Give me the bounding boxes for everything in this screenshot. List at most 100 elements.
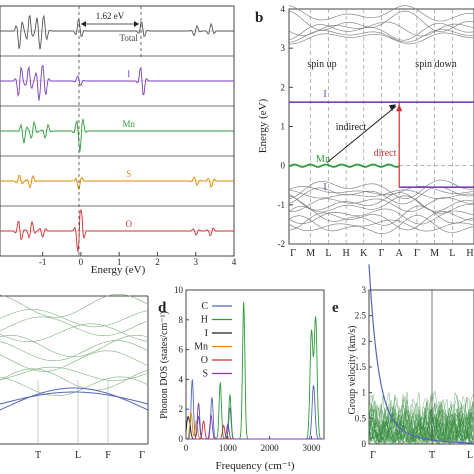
panel-b-y-ticks: -2 -1 0 1 2 3 4 (278, 4, 293, 249)
panel-d-y-tick-label: 10 (174, 285, 184, 295)
phonon-dos-curve-s (186, 403, 324, 440)
gap-label: 1.62 eV (96, 11, 125, 21)
band-line (288, 179, 474, 200)
panel-d-y-tick-label: 8 (179, 315, 184, 325)
indirect-label: indirect (336, 122, 367, 133)
gap-arrow (80, 21, 139, 27)
panel-b-y-axis-label: Energy (eV) (257, 98, 269, 153)
panel-d-y-axis-label: Phonon DOS (states/cm⁻¹) (159, 311, 170, 419)
panel-a-x-tick-label: 3 (193, 257, 198, 267)
group-velocity-curve (368, 409, 474, 444)
kpoint-label-k: K (360, 248, 368, 259)
acoustic-velocity-curve (368, 264, 473, 444)
dos-curve-mn (0, 118, 234, 152)
acoustic-band-line (0, 387, 149, 411)
band-line (288, 189, 474, 199)
panel-d-x-tick-label: 1000 (219, 443, 238, 453)
kpoint-label-t: T (35, 450, 41, 461)
panel-b-kpoint-lines (310, 9, 453, 244)
phonon-band-line (0, 368, 149, 391)
band-line (288, 5, 474, 22)
panel-e-y-tick-label: 1 (362, 388, 367, 398)
panel-b-label: b (255, 10, 263, 26)
panel-a-x-tick-label: 0 (79, 257, 84, 267)
panel-b-y-tick-label: -2 (278, 239, 286, 249)
legend-label-mn: Mn (194, 342, 208, 353)
group-velocity-curve (368, 414, 474, 445)
panel-d: d 0 1000 2000 3000 0 2 4 6 8 10 CHI Mn OS Frequency… (158, 285, 325, 472)
panel-d-x-axis-label: Frequency (cm⁻¹) (215, 460, 294, 472)
flat-band-mn (288, 163, 400, 168)
group-velocity-curve (368, 433, 474, 445)
kpoint-label-h: H (466, 248, 473, 259)
band-line (288, 215, 474, 234)
kpoint-label-m: M (306, 248, 315, 259)
panel-d-y-tick-label: 6 (179, 345, 184, 355)
panel-d-x-tick-label: 3000 (302, 443, 321, 453)
panel-b-y-tick-label: 0 (281, 161, 286, 171)
kpoint-label-t: T (429, 450, 435, 461)
panel-e: e 0 0.5 1 1.5 2 2.5 3 Γ T L Group velocity (km/s) (332, 264, 474, 461)
panel-b-flat-bands (288, 101, 474, 189)
gap-arrow-head-left (80, 21, 86, 27)
dos-curve-s (0, 174, 234, 191)
kpoint-label-l: L (449, 248, 455, 259)
panel-d-legend: CHI Mn OS (194, 301, 232, 380)
panel-a: Total I Mn S O -1 0 1 2 3 4 1.62 eV Energy (eV) (0, 5, 237, 276)
panel-c-phonon-bands (0, 294, 149, 444)
phonon-dos-curve-o (186, 419, 324, 440)
phonon-band-line (0, 323, 149, 342)
group-velocity-curve (368, 426, 474, 443)
band-label-i: I (323, 89, 326, 100)
legend-label-s: S (202, 369, 208, 380)
panel-d-x-tick-label: 0 (184, 443, 189, 453)
phonon-band-line (0, 309, 149, 328)
direct-label: direct (374, 148, 397, 159)
panel-a-x-tick-label: 2 (155, 257, 160, 267)
indirect-arrow-head (389, 104, 396, 112)
panel-b-y-tick-label: 3 (281, 43, 286, 53)
band-line (288, 219, 474, 232)
band-label-mn: Mn (316, 154, 330, 165)
band-line (288, 195, 474, 214)
kpoint-label-x: Γ (290, 248, 296, 259)
legend-label-i: I (205, 328, 208, 339)
band-line (288, 21, 474, 37)
spin-down-label: spin down (415, 59, 456, 70)
panel-d-label: d (158, 300, 167, 316)
dos-label-o: O (125, 219, 132, 229)
panel-b-y-tick-label: 4 (281, 4, 286, 14)
acoustic-band-line (0, 391, 149, 405)
panel-d-y-tick-label: 4 (179, 374, 184, 384)
panel-b-y-tick-label: 2 (281, 82, 286, 92)
panel-a-x-ticks: -1 0 1 2 3 4 (39, 252, 237, 267)
spin-up-label: spin up (307, 59, 336, 70)
panel-e-ticks: 0 0.5 1 1.5 2 2.5 3 Γ T L (355, 285, 473, 461)
kpoint-label-l: L (325, 248, 331, 259)
phonon-band-line (0, 340, 149, 361)
panel-e-y-tick-label: 0.5 (355, 413, 367, 423)
band-line (288, 10, 474, 33)
group-velocity-curve (368, 427, 474, 445)
panel-e-velocity-curves (368, 264, 474, 445)
panel-a-strips: Total I Mn S O (0, 14, 234, 253)
dos-label-i: I (127, 69, 130, 79)
panel-e-y-tick-label: 2 (362, 336, 367, 346)
phonon-band-line (0, 350, 149, 372)
phonon-band-line (0, 366, 149, 381)
indirect-arrow-shaft (326, 105, 397, 164)
band-line (288, 208, 474, 225)
band-line (288, 205, 474, 226)
phonon-dos-curve-c (186, 379, 324, 440)
dos-label-total: Total (120, 33, 139, 43)
kpoint-label-h: H (342, 248, 349, 259)
phonon-band-line (0, 316, 149, 336)
kpoint-label-l: L (467, 450, 473, 461)
band-label-i-lower: I (323, 182, 326, 193)
kpoint-label-f: F (105, 450, 111, 461)
phonon-dos-curve-i (185, 415, 324, 440)
